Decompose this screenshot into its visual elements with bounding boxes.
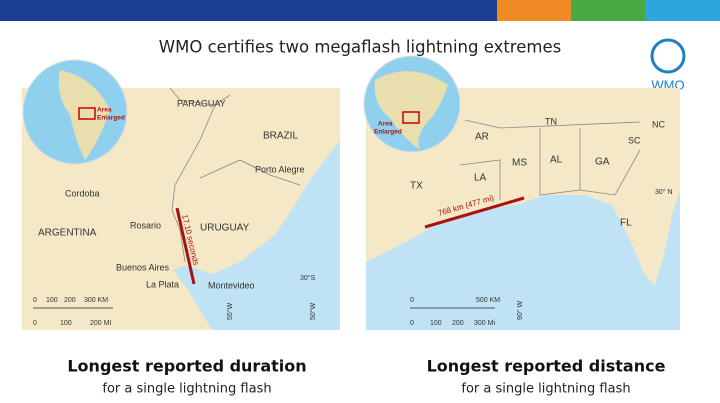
measurement-line [424, 196, 525, 229]
caption-title: Longest reported distance [427, 357, 666, 376]
top-bar [571, 0, 645, 21]
top-bar [645, 0, 720, 21]
border [171, 104, 216, 263]
map-label: 30°S [300, 274, 316, 282]
caption-subtitle: for a single lightning flash [461, 382, 630, 397]
map-label: PARAGUAY [177, 98, 226, 108]
map-label: Buenos Aires [116, 262, 170, 272]
map-label: Rosario [130, 220, 161, 230]
map-label: TN [545, 116, 557, 126]
right-map: 768 km (477 mi) AR TN NC SC MS AL GA LA … [363, 55, 680, 330]
map-label: 50°W [309, 302, 317, 320]
measurement-line [175, 207, 196, 285]
border [579, 149, 641, 196]
map-label: Porto Alegre [255, 164, 305, 174]
map-label: ARGENTINA [38, 228, 97, 239]
map-label: TX [410, 181, 423, 192]
map-label: FL [620, 218, 632, 229]
map-label: Cordoba [65, 188, 100, 198]
inset-label: Area [97, 107, 112, 114]
scale-label: 0 [33, 320, 37, 327]
border [199, 159, 301, 186]
inset-label: Enlarged [374, 129, 402, 136]
top-bar [497, 0, 571, 21]
border [459, 159, 501, 200]
left-map: 17.10 seconds PARAGUAY BRAZIL Porto Aleg… [22, 59, 340, 330]
scale-label: 300 KM [84, 297, 108, 304]
scale-label: 100 [430, 320, 442, 327]
scale-label: 500 KM [476, 297, 500, 304]
title: WMO certifies two megaflash lightning ex… [159, 38, 561, 57]
globe-land [58, 70, 110, 160]
map-label: URUGUAY [200, 223, 250, 234]
ocean [173, 140, 340, 330]
map-label: AL [550, 155, 563, 166]
area-box [78, 107, 96, 120]
inset-label: Enlarged [97, 115, 125, 122]
map-label: SC [628, 135, 641, 145]
map-label: BRAZIL [263, 131, 298, 142]
map-label: Montevideo [208, 280, 255, 290]
scale-label: 200 [64, 297, 76, 304]
caption-subtitle: for a single lightning flash [102, 382, 271, 397]
map-label: AR [475, 132, 489, 143]
map-label: 90° W [516, 300, 524, 320]
scale-label: 0 [410, 297, 414, 304]
map-label: MS [512, 158, 527, 169]
scale-label: 100 [60, 320, 72, 327]
scale-label: 0 [33, 297, 37, 304]
map-label: NC [652, 119, 665, 129]
scale-label: 0 [410, 320, 414, 327]
map-label: 55°W [226, 302, 234, 320]
map-label: 30° N [655, 188, 673, 196]
map-label: GA [595, 157, 610, 168]
globe-land [374, 71, 448, 150]
map-label: LA [474, 173, 487, 184]
caption-title: Longest reported duration [67, 357, 306, 376]
scale-label: 200 MI [90, 320, 111, 327]
logo-emblem [650, 38, 686, 74]
map-label: La Plata [146, 279, 179, 289]
border [464, 119, 641, 129]
border [539, 128, 581, 196]
ocean [366, 190, 680, 330]
area-box [402, 111, 420, 124]
scale-label: 100 [46, 297, 58, 304]
scale-label: 300 Mi [474, 320, 495, 327]
border [169, 87, 231, 106]
top-bar [0, 0, 497, 21]
inset-label: Area [378, 121, 393, 128]
scale-label: 200 [452, 320, 464, 327]
